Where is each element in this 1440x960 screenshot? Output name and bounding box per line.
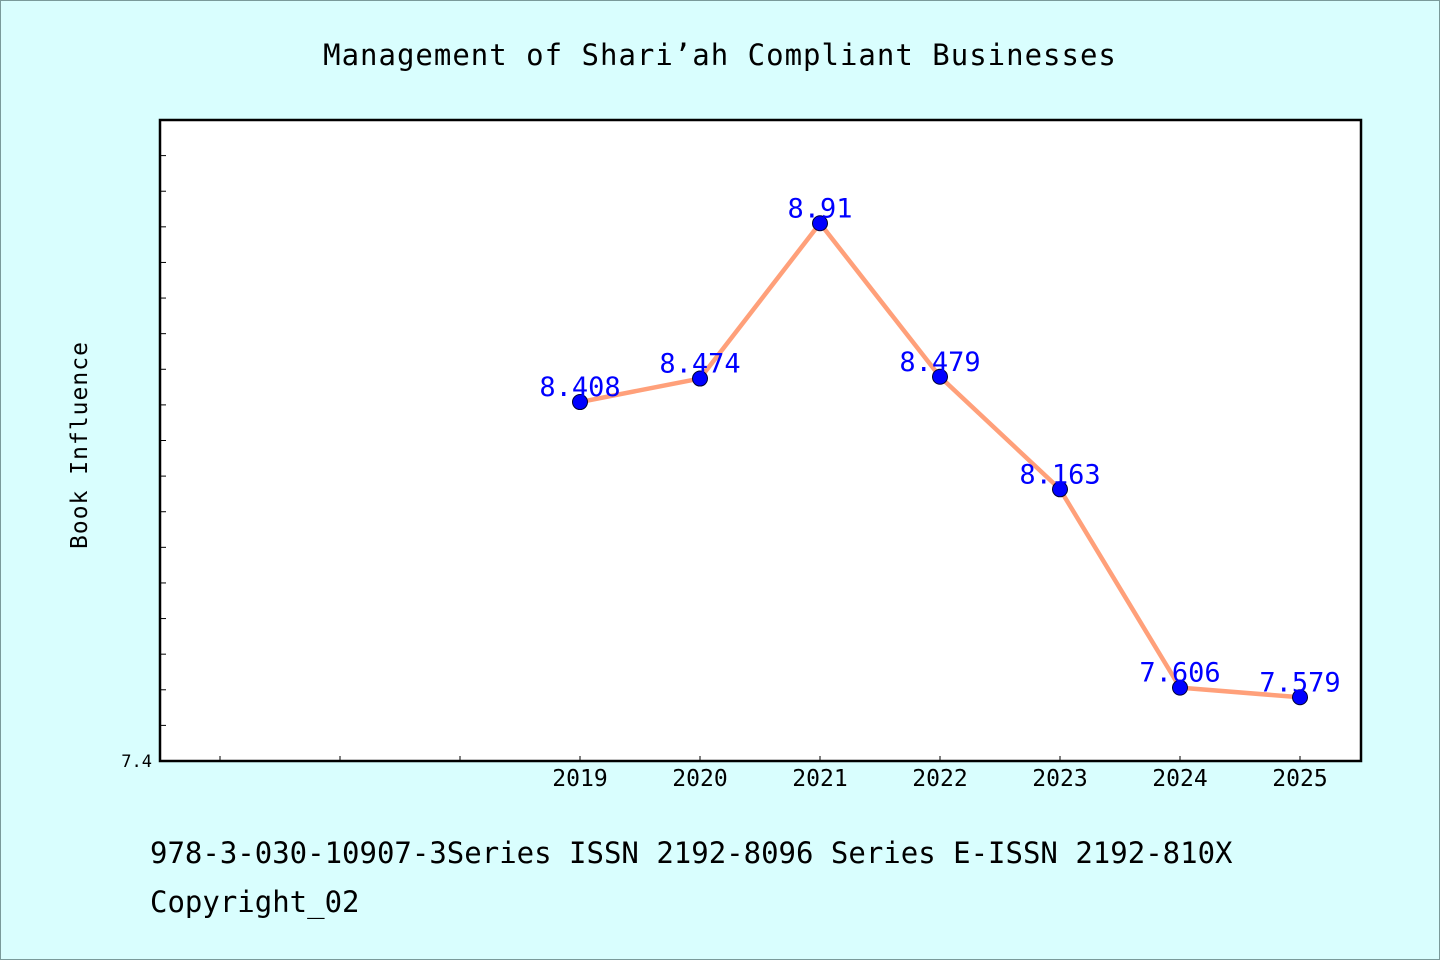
data-point bbox=[692, 370, 708, 387]
data-label: 7.579 bbox=[1259, 667, 1340, 698]
data-point bbox=[932, 368, 948, 385]
data-point bbox=[812, 215, 828, 232]
x-tick-label: 2022 bbox=[912, 766, 967, 792]
footer-isbn-issn: 978-3-030-10907-3Series ISSN 2192-8096 S… bbox=[150, 836, 1233, 870]
x-tick-label: 2021 bbox=[792, 766, 847, 792]
data-label: 8.91 bbox=[787, 193, 852, 224]
y-tick-label: 7.4 bbox=[121, 752, 152, 772]
data-label: 8.474 bbox=[659, 349, 740, 380]
x-tick-label: 2020 bbox=[672, 766, 727, 792]
data-label: 8.408 bbox=[539, 372, 620, 403]
data-label: 7.606 bbox=[1139, 658, 1220, 689]
data-point bbox=[1052, 481, 1068, 498]
data-point bbox=[572, 394, 588, 411]
x-tick-label: 2024 bbox=[1152, 766, 1207, 792]
x-tick-label: 2019 bbox=[552, 766, 607, 792]
footer-copyright: Copyright_02 bbox=[150, 885, 360, 919]
data-point bbox=[1172, 679, 1188, 696]
x-tick-label: 2025 bbox=[1272, 766, 1327, 792]
data-point bbox=[1292, 689, 1308, 706]
chart-title: Management of Shari’ah Compliant Busines… bbox=[323, 38, 1117, 72]
x-tick-label: 2023 bbox=[1032, 766, 1087, 792]
data-label: 8.163 bbox=[1019, 459, 1100, 490]
data-label: 8.479 bbox=[899, 347, 980, 378]
